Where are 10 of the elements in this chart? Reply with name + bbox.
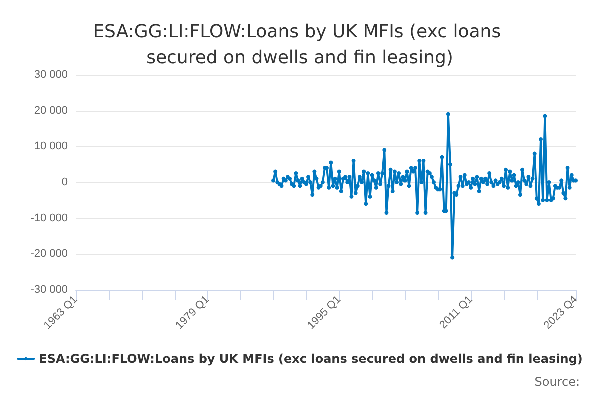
chart-title: ESA:GG:LI:FLOW:Loans by UK MFIs (exc loans secured on dwells and fin leasing) bbox=[93, 22, 507, 68]
y-tick-label: 20 000 bbox=[34, 104, 68, 117]
y-tick-label: -20 000 bbox=[30, 248, 68, 260]
y-tick-label: 30 000 bbox=[34, 69, 68, 81]
legend-label: ESA:GG:LI:FLOW:Loans by UK MFIs (exc loans secured on dwells and fin leasing) bbox=[39, 352, 583, 366]
source-note: Source: bbox=[534, 375, 580, 389]
y-tick-label: -10 000 bbox=[30, 212, 68, 224]
y-tick-label: 10 000 bbox=[34, 140, 68, 153]
y-tick-label: -30 000 bbox=[30, 284, 68, 296]
y-tick-label: 0 bbox=[62, 176, 68, 188]
